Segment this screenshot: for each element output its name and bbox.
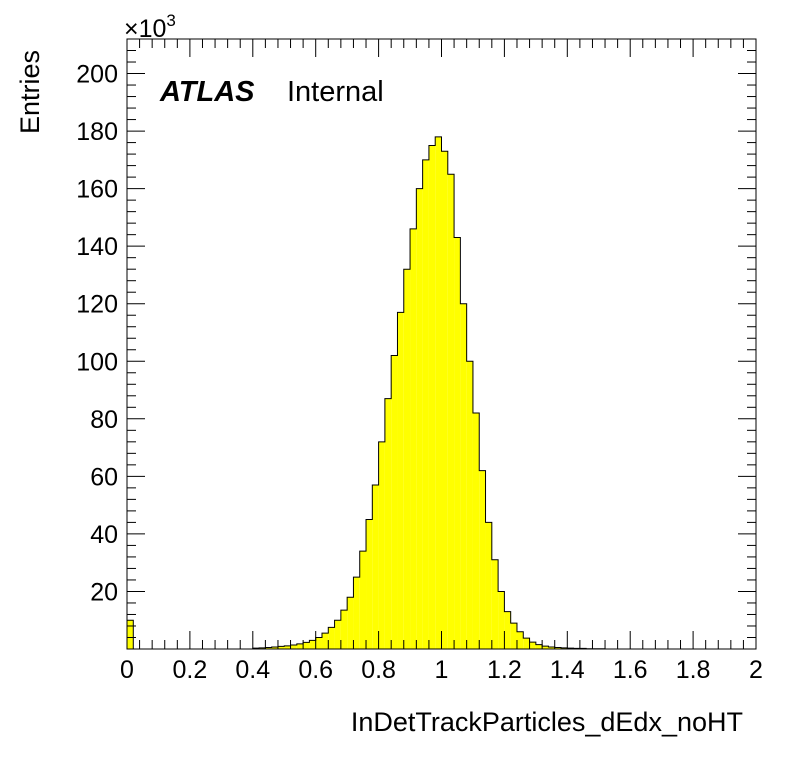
y-multiplier-exponent: 3 bbox=[166, 11, 175, 30]
y-tick-label: 180 bbox=[76, 118, 118, 146]
axis-ticks bbox=[126, 38, 757, 650]
y-tick-label: 140 bbox=[76, 233, 118, 261]
x-axis-title: InDetTrackParticles_dEdx_noHT bbox=[351, 707, 743, 737]
histogram-bin bbox=[384, 398, 392, 649]
histogram-bin bbox=[265, 647, 272, 649]
x-tick-label: 2 bbox=[749, 656, 763, 684]
histogram-bin bbox=[441, 151, 448, 649]
histogram-bin bbox=[472, 413, 480, 649]
x-tick-label: 1.2 bbox=[487, 656, 522, 684]
histogram-bin bbox=[309, 640, 316, 649]
histogram-bin bbox=[391, 355, 398, 649]
histogram-bin bbox=[259, 647, 266, 649]
y-tick-label: 200 bbox=[76, 61, 118, 89]
histogram-bin bbox=[491, 559, 499, 649]
histogram-bin bbox=[523, 638, 530, 649]
histogram-bin bbox=[447, 174, 455, 650]
x-tick-label: 0.6 bbox=[298, 656, 333, 684]
histogram-bin bbox=[460, 303, 467, 649]
histogram-bin bbox=[454, 237, 461, 650]
histogram-bin bbox=[284, 645, 291, 649]
histogram-bin bbox=[328, 627, 335, 649]
atlas-label: ATLAS bbox=[159, 76, 255, 108]
histogram-bin bbox=[290, 644, 297, 649]
histogram-bin bbox=[296, 643, 304, 649]
histogram-bin bbox=[554, 647, 562, 649]
histogram-bin bbox=[510, 623, 517, 649]
histogram-bin bbox=[535, 644, 543, 649]
y-axis-title: Entries bbox=[15, 50, 45, 134]
histogram-bin bbox=[485, 522, 492, 649]
x-tick-label: 0 bbox=[120, 656, 134, 684]
histogram-bin bbox=[548, 646, 555, 649]
y-tick-label: 40 bbox=[90, 521, 118, 549]
histogram-bin bbox=[366, 519, 373, 649]
y-tick-labels: 20 40 60 80 100 120 140 160 180 200 bbox=[76, 61, 118, 607]
histogram-bin bbox=[416, 188, 423, 650]
histogram-bin bbox=[428, 145, 436, 649]
histogram-bin bbox=[410, 228, 417, 650]
histogram-bin bbox=[516, 631, 524, 649]
y-tick-label: 100 bbox=[76, 348, 118, 376]
x-tick-label: 1.8 bbox=[676, 656, 711, 684]
x-tick-label: 1.6 bbox=[613, 656, 648, 684]
histogram-bin bbox=[340, 610, 348, 649]
internal-label: Internal bbox=[287, 76, 384, 108]
histogram-bin bbox=[277, 646, 285, 649]
histogram-bin bbox=[422, 159, 429, 649]
histogram-bin bbox=[271, 646, 278, 649]
histogram-bin bbox=[347, 597, 354, 649]
x-tick-label: 0.4 bbox=[235, 656, 270, 684]
histogram-bin bbox=[321, 633, 329, 649]
y-tick-label: 80 bbox=[90, 406, 118, 434]
y-tick-label: 20 bbox=[90, 578, 118, 606]
histogram-bars bbox=[126, 136, 756, 650]
histogram-bin bbox=[303, 642, 310, 649]
histogram-bin bbox=[504, 611, 511, 649]
histogram-bin bbox=[127, 620, 134, 649]
y-tick-label: 60 bbox=[90, 463, 118, 491]
histogram-bin bbox=[334, 620, 341, 649]
histogram-bin bbox=[561, 647, 568, 649]
y-multiplier-label: ×103 bbox=[124, 11, 176, 43]
histogram-bin bbox=[353, 577, 360, 649]
histogram-bin bbox=[529, 642, 536, 649]
x-tick-labels: 0 0.2 0.4 0.6 0.8 1 1.2 1.4 1.6 1.8 2 bbox=[120, 656, 763, 684]
histogram-bin bbox=[315, 637, 322, 649]
histogram-bin bbox=[372, 484, 379, 649]
x-tick-label: 0.2 bbox=[173, 656, 208, 684]
histogram-bin bbox=[378, 441, 385, 649]
y-multiplier-base: ×10 bbox=[124, 15, 166, 43]
histogram-bin bbox=[498, 591, 505, 649]
x-tick-label: 0.8 bbox=[361, 656, 396, 684]
histogram-bin bbox=[435, 136, 442, 649]
histogram-bin bbox=[359, 551, 367, 649]
plot-frame bbox=[126, 38, 757, 650]
histogram-bin bbox=[397, 312, 404, 649]
x-tick-label: 1.4 bbox=[550, 656, 585, 684]
histogram-bin bbox=[466, 361, 473, 649]
histogram-bin bbox=[542, 646, 549, 649]
x-tick-label: 1 bbox=[435, 656, 449, 684]
y-tick-label: 120 bbox=[76, 291, 118, 319]
histogram-bin bbox=[479, 470, 486, 649]
y-tick-label: 160 bbox=[76, 176, 118, 204]
histogram-bin bbox=[403, 269, 411, 649]
